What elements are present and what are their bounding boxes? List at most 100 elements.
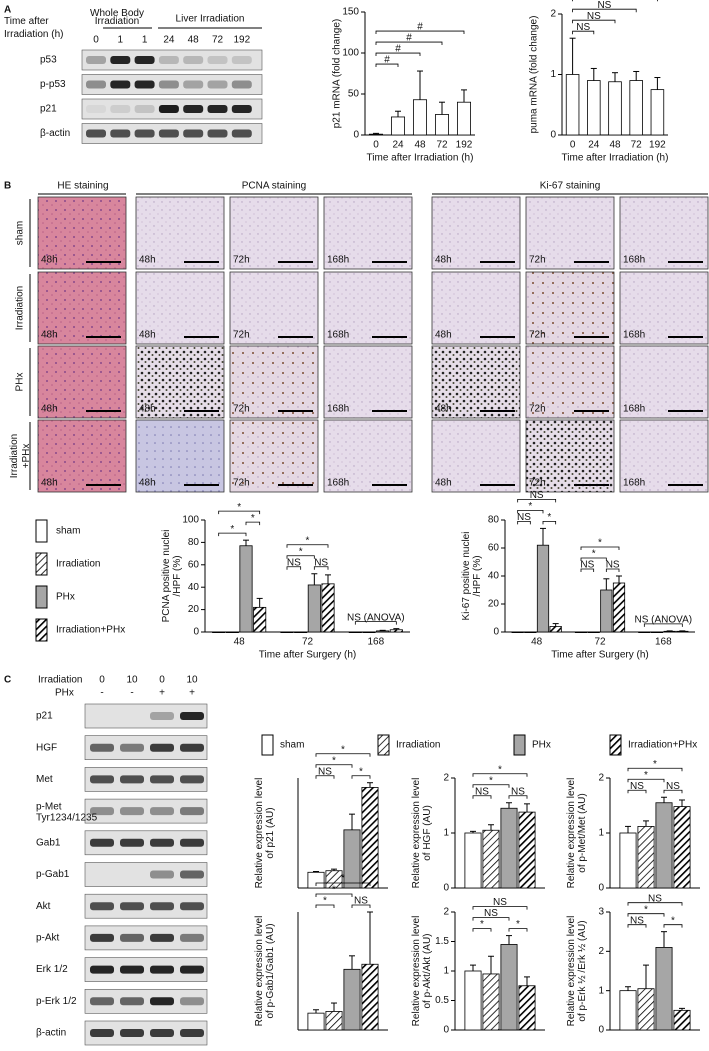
blot-band (150, 965, 174, 974)
y-tick-label: 80 (188, 537, 200, 548)
blot-band (150, 838, 174, 847)
blot-band (134, 56, 155, 64)
blot-band (110, 129, 131, 138)
significance-bracket (627, 789, 647, 794)
blot-header: Irradiation (38, 675, 82, 686)
significance-bracket (627, 924, 647, 928)
micrograph (135, 196, 225, 270)
micrograph (229, 345, 319, 419)
significance-bracket (218, 510, 261, 515)
significance-bracket (286, 555, 315, 559)
bar (629, 80, 643, 136)
y-axis-label-line: Relative expression level (411, 916, 422, 1027)
time-label: 48h (139, 478, 156, 489)
blot-band (120, 1029, 144, 1037)
bar (376, 630, 390, 633)
lane-label: 0 (159, 675, 165, 686)
legend-label: PHx (532, 740, 551, 751)
micrograph (135, 271, 225, 345)
significance-bracket (472, 928, 492, 932)
legend-swatch (609, 734, 622, 756)
time-label: 48h (41, 478, 58, 489)
blot-group: Liver Irradiation (176, 14, 245, 25)
legend-swatch (261, 734, 274, 756)
bar (673, 1009, 691, 1031)
y-tick-label: 40 (488, 571, 500, 582)
y-axis-label: Relative expression levelof p-Gab1/Gab1 … (254, 916, 276, 1027)
significance-bracket (315, 893, 353, 897)
y-tick-label: 2 (443, 773, 449, 784)
significance-label: * (341, 874, 345, 885)
time-label: 168h (623, 255, 645, 266)
blot-band (90, 997, 114, 1006)
time-label: 168h (327, 255, 349, 266)
legend-label: Irradiation+PHx (56, 625, 125, 636)
y-tick-label: 1 (598, 828, 604, 839)
time-label: 48h (139, 255, 156, 266)
micrograph (229, 196, 319, 270)
time-label: 48h (435, 330, 452, 341)
blot-row-label: p-Akt (36, 933, 60, 944)
significance-label: * (251, 513, 255, 524)
significance-bracket (572, 0, 658, 2)
bar (637, 826, 655, 889)
significance-label: NS (ANOVA) (347, 612, 405, 623)
time-label: 72h (233, 478, 250, 489)
blot-band (86, 80, 106, 89)
lane-label: 0 (99, 675, 105, 686)
bar (663, 630, 676, 633)
significance-label: * (332, 885, 336, 896)
row-label: sham (15, 221, 26, 245)
bar (321, 583, 335, 633)
significance-bracket (286, 566, 302, 570)
bar (389, 629, 403, 633)
blot-header-line: Irradiation (h) (4, 29, 63, 40)
y-tick-label: 1 (443, 828, 449, 839)
blot-band (120, 965, 144, 974)
lane-label: 0 (93, 35, 99, 46)
significance-label: * (323, 896, 327, 907)
bar (361, 963, 379, 1031)
y-tick-label: 1 (550, 69, 556, 80)
time-label: 168h (327, 404, 349, 415)
bar (253, 606, 267, 633)
lane-label: + (189, 688, 195, 699)
blot-row-label: p-p53 (40, 79, 66, 90)
y-tick-label: 0 (598, 883, 604, 894)
bar (482, 829, 500, 889)
blot-band (134, 80, 155, 89)
blot-row-label: p-Met (36, 802, 62, 813)
lane-label: 1 (118, 35, 124, 46)
y-axis-label-line: Relative expression level (566, 778, 577, 889)
significance-bracket (375, 41, 443, 46)
blot-band (90, 933, 114, 942)
significance-label: * (592, 549, 596, 560)
significance-label: NS (597, 0, 611, 11)
blot-row-label: Erk 1/2 (36, 964, 68, 975)
y-axis-label-line: of p-Erk ½ /Erk ½ (AU) (577, 920, 588, 1021)
significance-bracket (472, 773, 528, 777)
significance-label: * (644, 904, 648, 915)
blot-row-label: p21 (36, 711, 53, 722)
significance-bracket (627, 767, 683, 772)
blot-header-line: Time after (4, 16, 49, 27)
blot-band (110, 56, 131, 64)
blot-band (180, 807, 204, 816)
micrograph (135, 345, 225, 419)
bar (343, 968, 361, 1031)
micrograph (229, 419, 319, 493)
blot-band (150, 775, 174, 784)
blot-row-label: β-actin (36, 1028, 66, 1039)
time-label: 72h (529, 404, 546, 415)
lane-label: 192 (233, 35, 250, 46)
x-tick-label: 168 (367, 637, 384, 648)
significance-bracket (313, 566, 329, 570)
significance-label: NS (648, 893, 662, 904)
significance-label: * (644, 770, 648, 781)
bar (655, 802, 673, 889)
significance-label: * (299, 546, 303, 557)
significance-label: NS (484, 908, 498, 919)
y-tick-label: 2 (598, 773, 604, 784)
bar (655, 947, 673, 1031)
blot-band (158, 80, 179, 89)
